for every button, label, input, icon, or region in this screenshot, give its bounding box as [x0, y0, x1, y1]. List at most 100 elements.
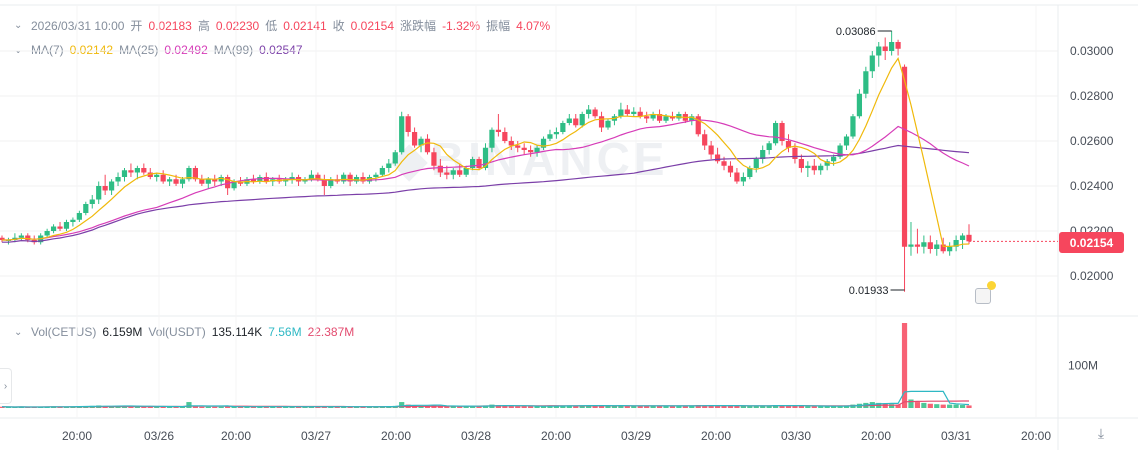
candle-body	[566, 118, 572, 123]
candle-body	[167, 179, 173, 182]
volume-bar	[476, 406, 482, 408]
candle-body	[450, 170, 456, 175]
volume-bar	[824, 406, 830, 408]
volume-bar	[418, 406, 424, 408]
candle-body	[392, 152, 398, 164]
volume-bar	[927, 403, 933, 408]
ma7-line	[2, 57, 970, 247]
candle-body	[508, 141, 514, 146]
volume-bar	[199, 406, 205, 408]
candle-body	[231, 181, 237, 189]
candle-body	[753, 159, 759, 168]
volume-bar	[179, 406, 186, 408]
volume-bar	[515, 406, 521, 408]
vol-collapse-chevron-icon[interactable]: ⌄	[14, 326, 23, 338]
candle-body	[405, 116, 411, 132]
ma-collapse-chevron-icon[interactable]: ⌄	[14, 44, 23, 56]
candle-body	[792, 147, 798, 159]
candle-body	[134, 168, 140, 173]
close-value: 0.02154	[350, 18, 395, 33]
candle-body	[831, 156, 837, 162]
candle-body	[489, 129, 495, 148]
volume-bar	[740, 405, 746, 408]
volume-bar	[463, 406, 469, 408]
volume-bar	[792, 405, 798, 408]
candle-body	[921, 242, 927, 247]
time-tick-label: 03/28	[461, 429, 491, 443]
auto-scale-icon[interactable]: ⤓	[1097, 425, 1105, 441]
volume-bar	[141, 406, 147, 408]
collapse-chevron-icon[interactable]: ⌄	[14, 20, 23, 31]
candle-body	[341, 174, 347, 182]
candle-body	[315, 174, 321, 180]
price-tick-label: 0.02800	[1070, 89, 1114, 103]
expand-side-button[interactable]: ›	[0, 368, 12, 404]
candle-body	[154, 174, 160, 177]
candle-body	[515, 145, 521, 148]
volume-bar	[689, 405, 695, 408]
volume-bar	[624, 405, 630, 408]
volume-bar	[540, 405, 547, 408]
candle-body	[470, 159, 476, 168]
volume-bar	[528, 406, 534, 408]
time-tick-label: 20:00	[701, 429, 731, 443]
notes-icon[interactable]	[975, 288, 991, 304]
candle-body	[353, 177, 360, 182]
candle-body	[779, 123, 785, 141]
candle-body	[528, 150, 534, 153]
candle-body	[901, 66, 908, 247]
ma25-line	[2, 119, 970, 241]
volume-bar	[682, 405, 688, 408]
candle-body	[740, 177, 746, 182]
volume-bar	[656, 405, 663, 408]
volume-bar	[831, 406, 837, 408]
candle-body	[70, 219, 76, 222]
candle-body	[869, 55, 875, 72]
candle-body	[908, 244, 914, 247]
vol-base-label: Vol(CETUS)	[31, 325, 97, 339]
volume-bar	[747, 405, 753, 408]
candle-body	[437, 165, 443, 173]
candle-body	[173, 179, 179, 184]
volume-bar	[586, 405, 592, 408]
candle-body	[798, 159, 804, 168]
candle-body	[418, 138, 424, 146]
volume-tick-label: 100M	[1068, 359, 1098, 373]
candle-body	[785, 141, 792, 148]
candle-body	[424, 138, 431, 153]
time-tick-label: 03/26	[144, 429, 174, 443]
time-tick-label: 20:00	[381, 429, 411, 443]
price-tick-label: 0.02400	[1070, 179, 1114, 193]
volume-bar	[901, 323, 908, 408]
candle-body	[592, 109, 598, 117]
candle-body	[940, 244, 946, 252]
volume-bar	[212, 406, 218, 408]
volume-bar	[270, 406, 276, 408]
candle-body	[205, 179, 211, 184]
volume-bar	[566, 405, 572, 408]
candle-body	[811, 165, 817, 171]
candle-body	[102, 186, 108, 191]
candle-body	[212, 179, 218, 182]
volume-bar	[914, 402, 921, 408]
volume-bar	[966, 405, 972, 408]
low-label: 低	[265, 19, 278, 33]
candle-body	[637, 111, 643, 117]
high-marker-label: 0.03086	[836, 26, 876, 38]
candle-body	[843, 136, 850, 146]
volume-bar	[843, 405, 850, 408]
candle-body	[476, 159, 482, 168]
volume-bar	[605, 405, 611, 408]
ma99-line	[2, 144, 970, 243]
volume-bar	[669, 405, 676, 408]
volume-bar	[508, 406, 514, 408]
volume-bar	[708, 405, 714, 408]
candle-body	[934, 244, 940, 249]
candle-body	[147, 172, 153, 177]
volume-bar	[192, 406, 198, 408]
volume-bar	[560, 405, 566, 408]
candle-body	[702, 134, 708, 146]
candle-body	[347, 174, 353, 182]
volume-bar	[676, 405, 682, 408]
